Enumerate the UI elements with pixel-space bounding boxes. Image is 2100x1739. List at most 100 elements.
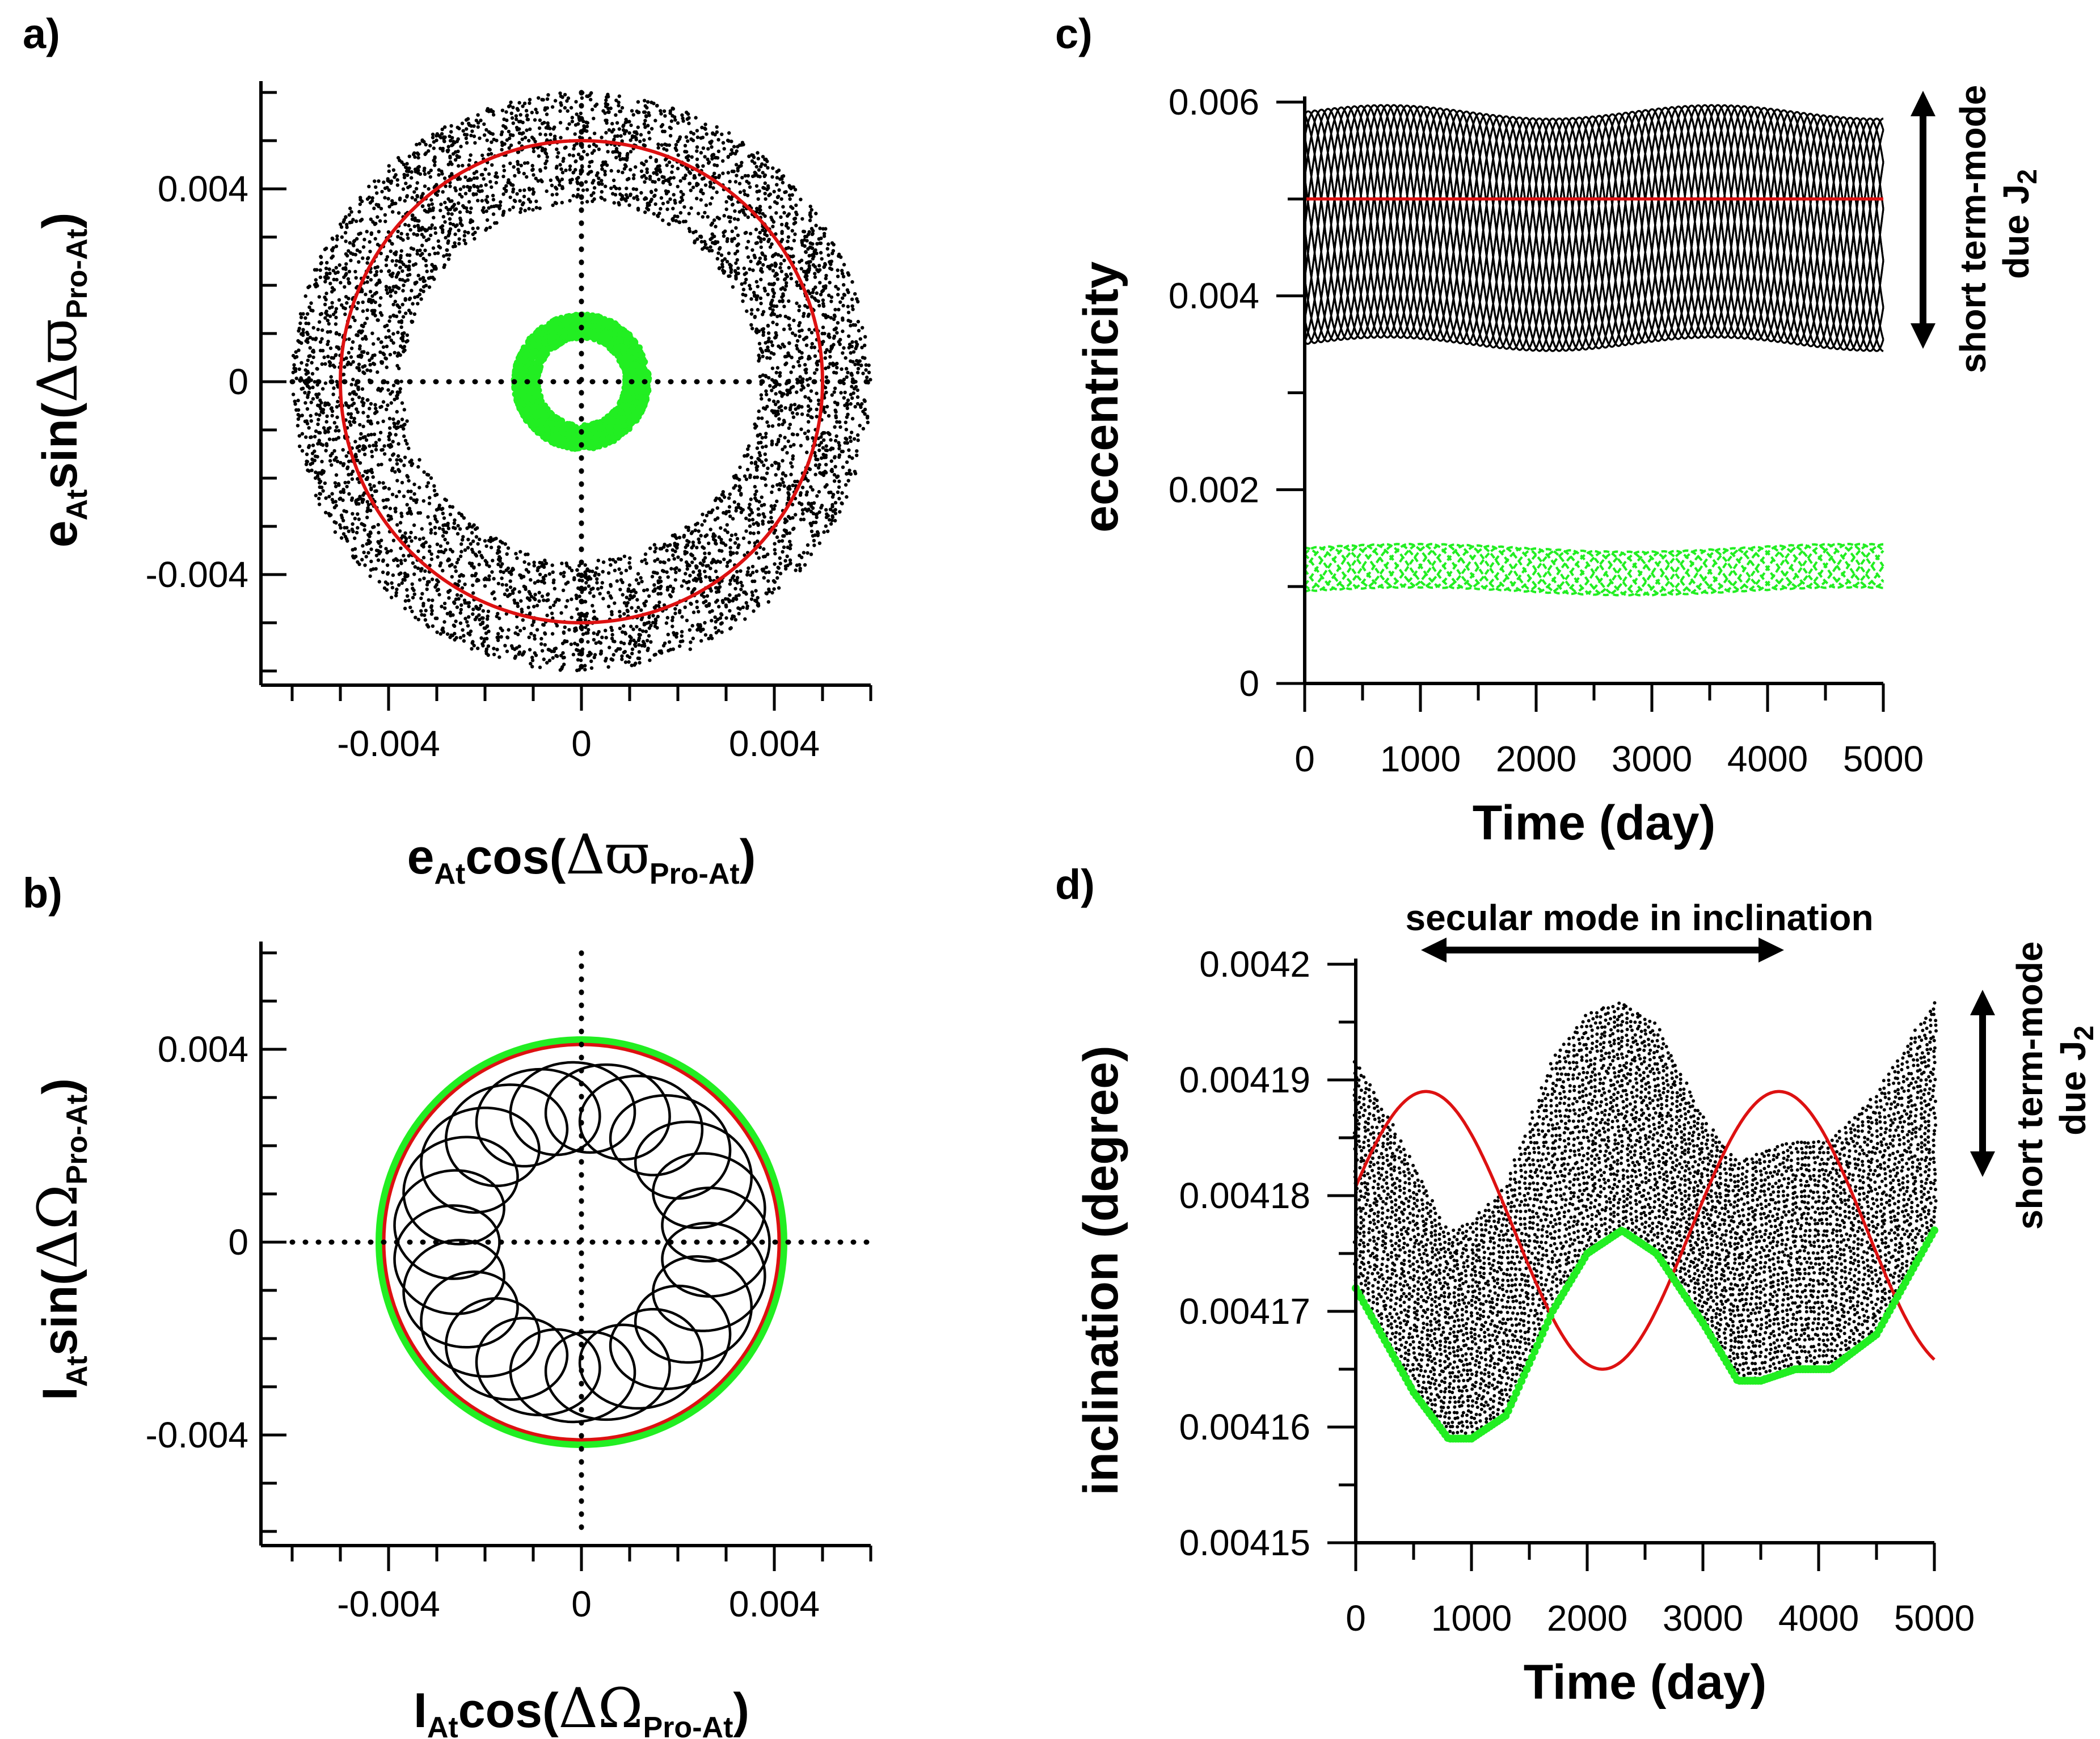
a-point	[775, 366, 780, 370]
a-point	[534, 205, 538, 210]
a-point	[559, 136, 563, 140]
a-point	[293, 402, 297, 406]
a-point	[810, 341, 815, 346]
a-point	[777, 344, 781, 348]
a-point	[533, 593, 537, 597]
a-point	[629, 138, 632, 142]
a-point	[740, 176, 744, 180]
a-point	[479, 636, 483, 640]
a-point	[812, 539, 816, 543]
a-point	[448, 512, 453, 517]
a-point	[309, 400, 313, 404]
a-point	[420, 252, 424, 256]
a-point	[868, 378, 872, 382]
a-point	[506, 546, 511, 550]
a-point	[322, 355, 326, 360]
a-point	[671, 164, 674, 168]
a-point	[774, 304, 779, 309]
a-point	[625, 609, 630, 613]
a-point	[370, 450, 374, 454]
a-point	[595, 581, 599, 585]
a-point	[757, 441, 761, 445]
a-point	[743, 281, 747, 285]
a-point	[318, 413, 322, 417]
a-point	[570, 615, 574, 619]
a-point	[750, 571, 755, 575]
a-point	[562, 662, 566, 666]
a-point	[429, 552, 433, 556]
a-point	[478, 537, 482, 542]
a-point	[672, 193, 676, 197]
a-point	[313, 458, 317, 462]
a-point	[470, 531, 474, 535]
a-point	[802, 311, 806, 316]
a-point	[331, 237, 335, 241]
a-point	[611, 150, 615, 154]
a-point	[764, 483, 768, 487]
a-point	[570, 120, 575, 124]
a-point	[419, 297, 423, 301]
a-point	[311, 397, 315, 401]
a-point	[357, 517, 361, 521]
a-point	[471, 612, 475, 616]
a-point	[757, 451, 761, 455]
a-point	[744, 477, 749, 482]
a-point	[476, 226, 480, 230]
a-point	[795, 412, 799, 416]
a-point	[550, 632, 555, 636]
a-point	[303, 401, 307, 405]
a-point	[410, 196, 414, 200]
a-point	[720, 630, 724, 634]
a-point	[634, 590, 638, 594]
a-point	[757, 341, 762, 345]
a-point	[480, 153, 484, 158]
a-point	[747, 566, 750, 570]
a-point	[568, 199, 572, 203]
a-point	[492, 647, 496, 651]
a-point	[724, 603, 728, 607]
a-point	[347, 480, 351, 484]
a-point	[726, 560, 730, 565]
a-point	[450, 575, 454, 579]
a-point	[416, 155, 420, 160]
a-point	[794, 513, 798, 517]
a-point	[734, 509, 738, 513]
a-point	[800, 486, 805, 489]
a-point	[398, 521, 403, 525]
a-point	[591, 199, 594, 203]
a-point	[653, 550, 657, 554]
a-point	[423, 208, 427, 213]
a-point	[622, 601, 627, 605]
a-point	[330, 492, 334, 496]
a-point	[292, 363, 296, 367]
a-point	[403, 535, 407, 539]
a-point	[768, 192, 773, 196]
a-point	[408, 296, 412, 301]
a-point	[532, 605, 536, 609]
a-point	[362, 453, 367, 457]
a-point	[690, 560, 694, 564]
a-point	[690, 546, 694, 550]
a-point	[610, 610, 614, 614]
a-point	[325, 414, 329, 418]
a-point	[682, 535, 686, 539]
a-point	[526, 605, 530, 610]
a-point	[391, 440, 395, 444]
a-point	[659, 592, 663, 596]
a-point	[368, 240, 372, 244]
a-point	[753, 579, 757, 583]
a-point	[673, 611, 677, 615]
a-point	[673, 214, 677, 218]
a-point	[703, 210, 707, 215]
a-point	[430, 223, 434, 227]
a-point	[709, 141, 713, 145]
a-point	[318, 430, 322, 435]
a-point	[431, 624, 435, 628]
a-point	[650, 100, 653, 104]
a-point	[703, 242, 708, 247]
a-point	[748, 267, 752, 271]
a-point	[308, 354, 312, 358]
a-point	[370, 331, 374, 335]
a-point	[475, 579, 479, 583]
a-point	[520, 607, 524, 611]
